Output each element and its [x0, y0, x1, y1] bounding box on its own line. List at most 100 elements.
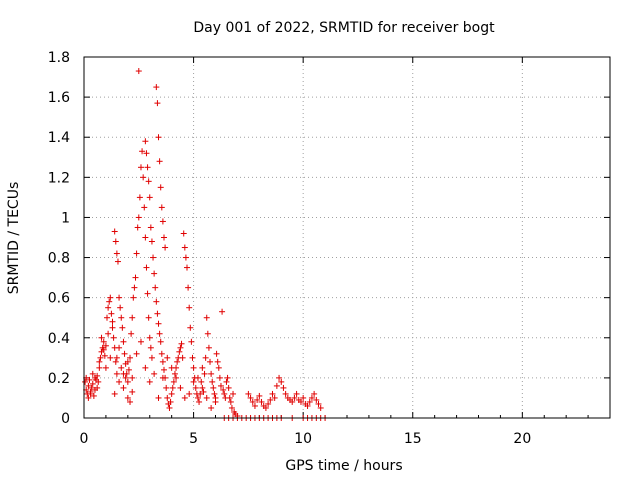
- data-point: [131, 284, 138, 291]
- data-point: [100, 338, 107, 345]
- x-axis-title: GPS time / hours: [285, 458, 402, 474]
- data-point: [201, 370, 208, 377]
- data-point: [181, 394, 188, 401]
- data-point: [133, 250, 140, 257]
- data-point: [308, 394, 315, 401]
- marker-layer: [82, 68, 329, 421]
- data-point: [304, 402, 311, 409]
- data-point: [118, 314, 125, 321]
- data-point: [120, 370, 127, 377]
- y-axis-title: SRMTID / TECUs: [6, 182, 22, 295]
- data-point: [119, 324, 126, 331]
- data-point: [145, 178, 152, 185]
- data-point: [280, 384, 287, 391]
- data-point: [203, 314, 210, 321]
- data-point: [300, 394, 307, 401]
- data-point: [278, 378, 285, 385]
- x-tick-label: 15: [404, 431, 422, 447]
- data-point: [190, 364, 197, 371]
- data-point: [171, 370, 178, 377]
- data-point: [225, 384, 232, 391]
- data-point: [157, 184, 164, 191]
- data-point: [159, 374, 166, 381]
- data-point: [192, 384, 199, 391]
- data-point: [168, 390, 175, 397]
- y-tick-label: 0.4: [48, 331, 70, 347]
- data-point: [113, 354, 120, 361]
- chart-title: Day 001 of 2022, SRMTID for receiver bog…: [193, 20, 495, 36]
- data-point: [82, 378, 89, 385]
- data-point: [102, 342, 109, 349]
- data-point: [176, 348, 183, 355]
- data-point: [144, 164, 151, 171]
- data-point: [137, 338, 144, 345]
- data-point: [140, 174, 147, 181]
- data-point: [147, 224, 154, 231]
- y-tick-label: 1.4: [48, 130, 70, 146]
- data-point: [124, 394, 131, 401]
- data-point: [194, 394, 201, 401]
- data-point: [94, 384, 101, 391]
- data-point: [214, 358, 221, 365]
- data-point: [186, 390, 193, 397]
- data-point: [223, 378, 230, 385]
- data-point: [87, 390, 94, 397]
- data-point: [122, 374, 129, 381]
- data-point: [185, 284, 192, 291]
- data-point: [146, 378, 153, 385]
- data-point: [96, 364, 103, 371]
- data-point: [166, 404, 173, 411]
- data-point: [168, 364, 175, 371]
- data-point: [116, 294, 123, 301]
- data-point: [190, 378, 197, 385]
- data-point: [129, 314, 136, 321]
- data-point: [267, 396, 274, 403]
- y-tick-label: 1.2: [48, 170, 70, 186]
- data-point: [96, 358, 103, 365]
- data-point: [177, 344, 184, 351]
- data-point: [111, 390, 118, 397]
- data-point: [200, 388, 207, 395]
- data-point: [265, 400, 272, 407]
- data-point: [153, 298, 160, 305]
- data-point: [127, 398, 134, 405]
- data-point: [164, 394, 171, 401]
- data-point: [124, 378, 131, 385]
- data-point: [205, 344, 212, 351]
- tick-layer: 0 0.2 0.4 0.6 0.8 1 1.2 1.4 1.6 1.8 0 5 10 15 20: [48, 50, 611, 447]
- data-point: [155, 394, 162, 401]
- data-point: [258, 398, 265, 405]
- data-point: [159, 358, 166, 365]
- data-point: [276, 374, 283, 381]
- data-point: [100, 346, 107, 353]
- data-point: [133, 350, 140, 357]
- data-point: [221, 390, 228, 397]
- data-point: [196, 398, 203, 405]
- data-point: [147, 344, 154, 351]
- data-point: [230, 390, 237, 397]
- data-point: [105, 330, 112, 337]
- plot-frame: [83, 56, 611, 419]
- data-point: [174, 358, 181, 365]
- data-point: [150, 254, 157, 261]
- y-tick-label: 0.6: [48, 291, 70, 307]
- data-point: [110, 334, 117, 341]
- data-point: [143, 150, 150, 157]
- data-point: [186, 304, 193, 311]
- data-point: [153, 84, 160, 91]
- data-point: [199, 384, 206, 391]
- data-point: [142, 364, 149, 371]
- data-point: [105, 304, 112, 311]
- data-point: [247, 394, 254, 401]
- data-point: [202, 354, 209, 361]
- data-point: [207, 358, 214, 365]
- data-point: [188, 338, 195, 345]
- y-tick-label: 1.6: [48, 90, 70, 106]
- data-point: [262, 404, 269, 411]
- data-point: [132, 274, 139, 281]
- data-point: [177, 384, 184, 391]
- data-point: [95, 378, 102, 385]
- data-point: [125, 366, 132, 373]
- data-point: [144, 290, 151, 297]
